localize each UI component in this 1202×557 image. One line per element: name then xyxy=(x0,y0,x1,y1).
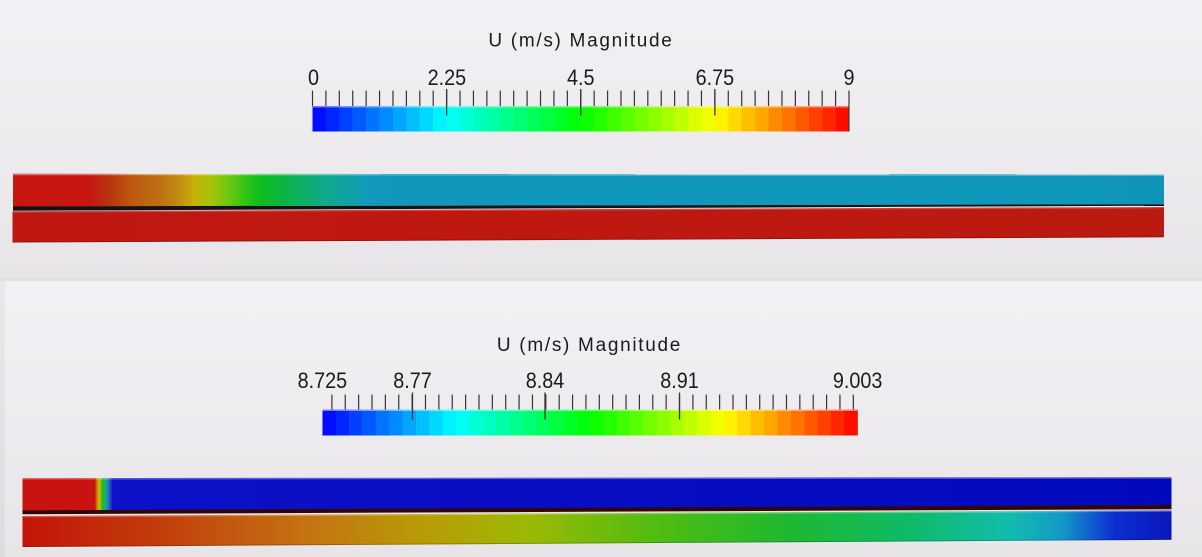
svg-text:8.77: 8.77 xyxy=(393,369,432,393)
svg-text:4.5: 4.5 xyxy=(567,66,595,90)
svg-text:8.725: 8.725 xyxy=(298,369,348,393)
svg-text:2.25: 2.25 xyxy=(428,66,467,90)
svg-text:8.84: 8.84 xyxy=(526,369,565,393)
svg-text:U (m/s) Magnitude: U (m/s) Magnitude xyxy=(488,31,673,52)
svg-text:0: 0 xyxy=(308,66,319,90)
svg-text:U (m/s) Magnitude: U (m/s) Magnitude xyxy=(497,335,682,356)
svg-text:6.75: 6.75 xyxy=(696,66,735,90)
svg-text:9: 9 xyxy=(843,66,854,90)
svg-text:8.91: 8.91 xyxy=(660,369,699,393)
svg-text:9.003: 9.003 xyxy=(833,369,883,393)
